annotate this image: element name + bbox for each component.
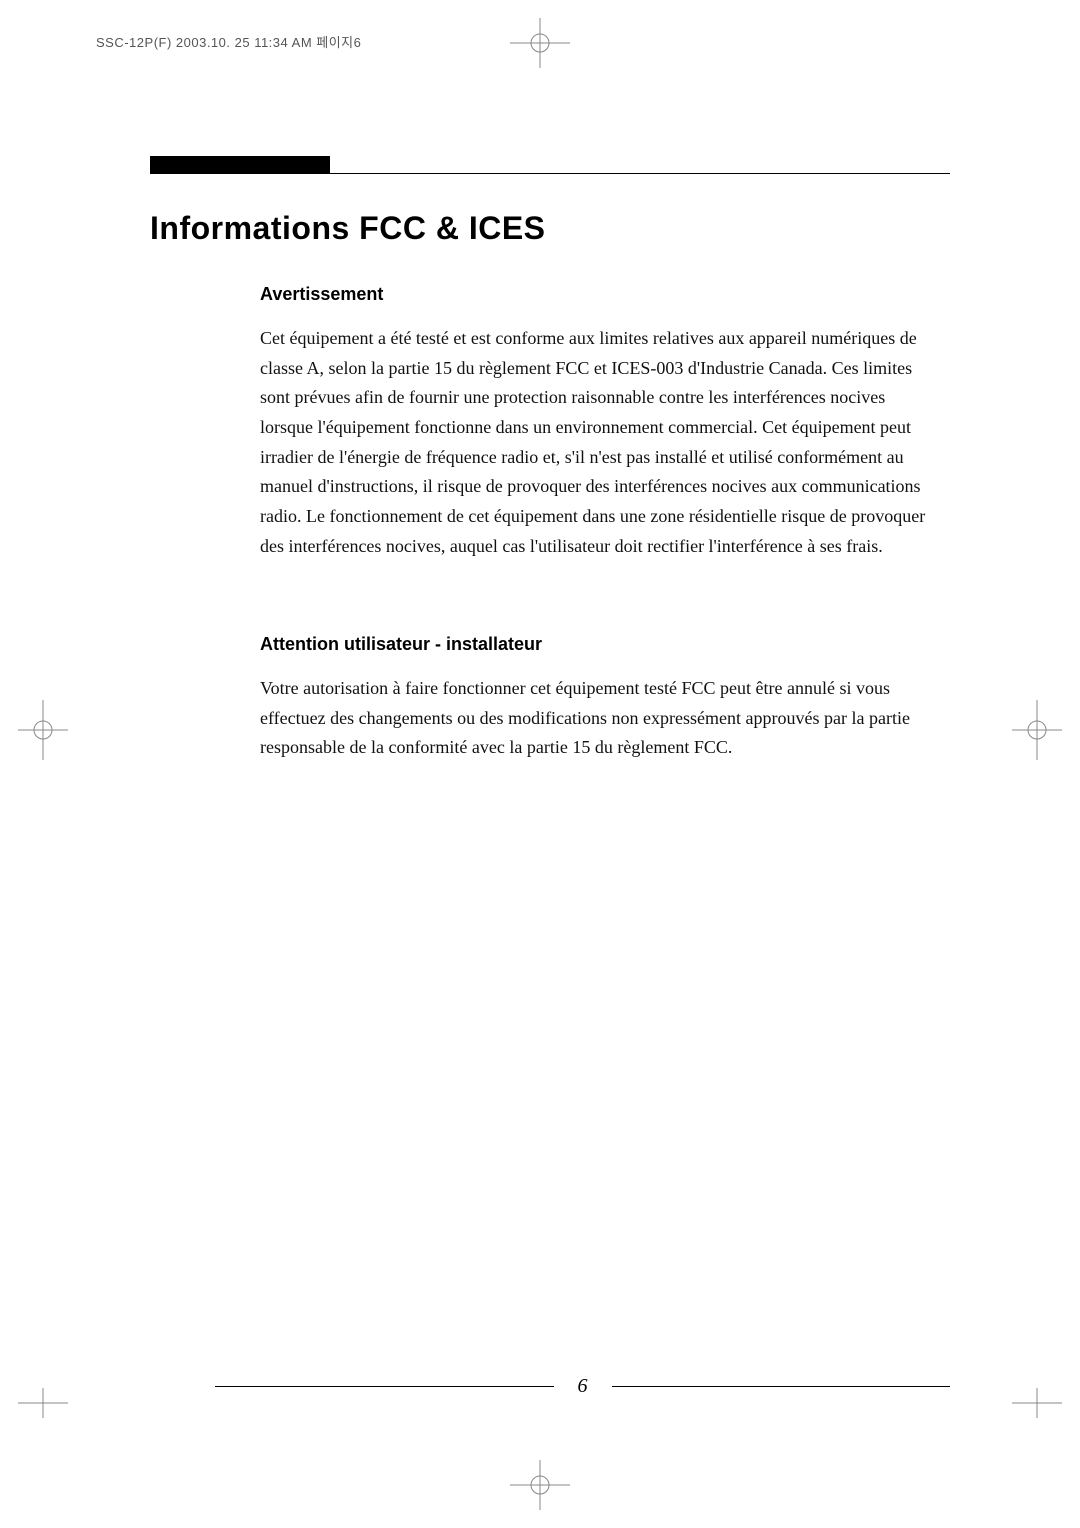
page-footer: 6 — [215, 1375, 950, 1398]
crop-mark-left2-icon — [18, 1388, 68, 1418]
page-number: 6 — [554, 1375, 612, 1398]
top-rule-divider — [150, 156, 950, 174]
header-meta-text: SSC-12P(F) 2003.10. 25 11:34 AM 페이지6 — [96, 32, 361, 51]
crop-mark-right2-icon — [1012, 1388, 1062, 1418]
section-title-attention: Attention utilisateur - installateur — [260, 634, 542, 655]
crop-mark-left-icon — [18, 700, 68, 760]
crop-mark-bottom-icon — [510, 1460, 570, 1510]
section-body-attention: Votre autorisation à faire fonctionner c… — [260, 674, 930, 763]
crop-mark-right-icon — [1012, 700, 1062, 760]
section-body-avertissement: Cet équipement a été testé et est confor… — [260, 324, 930, 562]
footer-rule-left — [215, 1386, 554, 1387]
crop-mark-top-icon — [510, 18, 570, 68]
footer-rule-right — [612, 1386, 951, 1387]
section-title-avertissement: Avertissement — [260, 284, 383, 305]
page-title: Informations FCC & ICES — [150, 210, 546, 247]
